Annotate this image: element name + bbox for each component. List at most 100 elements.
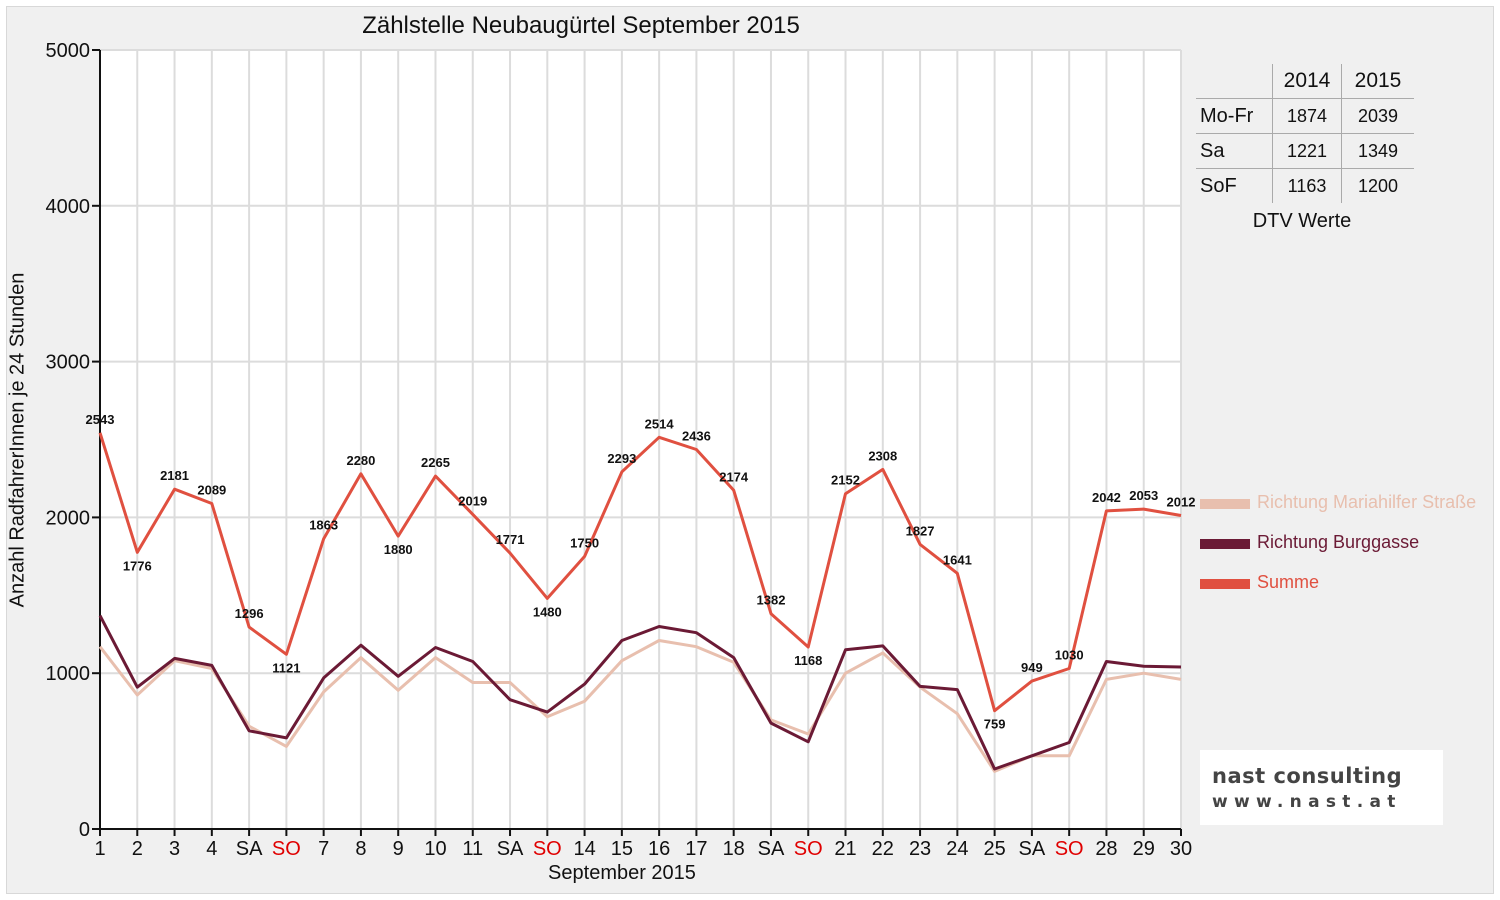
data-label: 949 (1021, 660, 1043, 675)
dtv-row-label: SoF (1196, 168, 1273, 203)
legend-swatch-burggasse (1200, 539, 1250, 549)
data-label: 1863 (309, 518, 338, 533)
data-label: 2265 (421, 455, 450, 470)
data-label: 2019 (458, 493, 487, 508)
x-tick-label: SA (1019, 838, 1046, 860)
y-tick-label: 1000 (46, 663, 91, 685)
series-line-1 (98, 614, 1182, 771)
data-label: 759 (984, 717, 1006, 732)
dtv-table: 2014 2015 Mo-Fr 1874 2039 Sa 1221 1349 S… (1196, 64, 1414, 203)
data-label: 2053 (1129, 488, 1158, 503)
x-tick-label: 21 (834, 838, 856, 860)
dtv-value-2015: 1349 (1341, 133, 1414, 169)
legend-label-mariahilfer: Richtung Mariahilfer Straße (1257, 492, 1477, 512)
plot-area (100, 50, 1182, 830)
x-tick-label: 18 (723, 838, 745, 860)
legend-label-summe: Summe (1257, 572, 1320, 592)
x-tick-label: 22 (872, 838, 894, 860)
x-tick-label: 23 (909, 838, 931, 860)
dtv-row-mofr: Mo-Fr 1874 2039 (1196, 98, 1414, 134)
data-label: 1121 (272, 660, 300, 675)
dtv-value-2014: 1221 (1272, 133, 1342, 169)
x-tick-label: SA (497, 838, 524, 860)
y-tick-label: 0 (79, 819, 90, 841)
x-tick-label: 4 (206, 838, 217, 860)
x-tick-label: 10 (424, 838, 446, 860)
data-label: 2543 (86, 412, 115, 427)
data-label: 1827 (906, 523, 935, 538)
x-tick-label: 8 (355, 838, 366, 860)
dtv-row-label: Mo-Fr (1196, 98, 1273, 134)
data-label: 1771 (496, 532, 525, 547)
data-label: 1750 (570, 535, 599, 550)
data-label: 1030 (1055, 648, 1084, 663)
data-label: 1880 (384, 542, 413, 557)
data-label: 1168 (794, 653, 822, 668)
data-label: 2436 (682, 428, 711, 443)
grid-layer (99, 49, 1182, 830)
nast-logo: nast consulting www.nast.at (1200, 750, 1443, 825)
dtv-value-2014: 1874 (1272, 98, 1342, 134)
x-tick-label: 3 (169, 838, 180, 860)
x-tick-label: 24 (946, 838, 968, 860)
series-layer (98, 432, 1182, 773)
data-label: 1641 (943, 552, 972, 567)
legend-swatch-summe (1200, 579, 1250, 589)
dtv-value-2014: 1163 (1272, 168, 1342, 203)
x-tick-label: 11 (462, 838, 483, 860)
x-tick-label: SA (758, 838, 785, 860)
x-tick-label: SO (272, 838, 301, 860)
y-tick-label: 4000 (46, 196, 91, 218)
series-line-0 (98, 639, 1182, 773)
data-label: 2174 (719, 469, 749, 484)
data-label: 2181 (160, 468, 189, 483)
dtv-header-row: 2014 2015 (1196, 64, 1414, 99)
dtv-value-2015: 1200 (1341, 168, 1414, 203)
x-tick-label: SO (1055, 838, 1084, 860)
data-label: 1382 (757, 593, 786, 608)
y-tick-label: 2000 (46, 507, 91, 529)
dtv-caption: DTV Werte (1252, 210, 1352, 232)
data-label: 2280 (346, 453, 375, 468)
x-tick-label: 16 (648, 838, 670, 860)
y-axis-label: Anzahl RadfahrerInnen je 24 Stunden (6, 272, 29, 608)
data-label: 2012 (1167, 495, 1196, 510)
data-label: 2514 (645, 416, 675, 431)
x-tick-label: 1 (94, 838, 105, 860)
x-tick-label: 15 (611, 838, 633, 860)
chart-title: Zählstelle Neubaugürtel September 2015 (362, 12, 800, 39)
y-tick-label: 5000 (46, 40, 91, 62)
dtv-row-sof: SoF 1163 1200 (1196, 168, 1414, 203)
data-label: 1296 (235, 606, 264, 621)
data-label: 2308 (868, 448, 897, 463)
x-tick-label: SA (236, 838, 263, 860)
x-tick-label: SO (533, 838, 562, 860)
data-label-layer: 2543 1776 2181 2089 1296 1121 1863 2280 1880 2265… (86, 412, 1196, 732)
dtv-row-label: Sa (1196, 133, 1273, 169)
x-tick-label: 17 (685, 838, 707, 860)
dtv-header-blank (1196, 64, 1273, 99)
x-tick-label: 9 (393, 838, 404, 860)
dtv-row-sa: Sa 1221 1349 (1196, 133, 1414, 169)
x-axis-label: September 2015 (548, 862, 696, 884)
logo-brand: nast consulting (1212, 764, 1403, 788)
x-tick-label: 29 (1133, 838, 1155, 860)
x-tick-label: 28 (1095, 838, 1117, 860)
data-label: 2089 (197, 483, 226, 498)
y-tick-label: 3000 (46, 352, 91, 374)
legend-label-burggasse: Richtung Burggasse (1257, 532, 1420, 552)
data-label: 2293 (607, 451, 636, 466)
x-tick-label: 14 (573, 838, 595, 860)
x-tick-label: 30 (1170, 838, 1192, 860)
x-tick-label: 2 (132, 838, 143, 860)
dtv-header-2015: 2015 (1341, 64, 1414, 99)
series-line-2 (98, 432, 1182, 713)
data-label: 2042 (1092, 490, 1121, 505)
data-label: 1776 (123, 558, 152, 573)
data-label: 2152 (831, 473, 860, 488)
data-label: 1480 (533, 604, 562, 619)
legend-swatch-mariahilfer (1200, 499, 1250, 509)
x-tick-label: SO (794, 838, 823, 860)
